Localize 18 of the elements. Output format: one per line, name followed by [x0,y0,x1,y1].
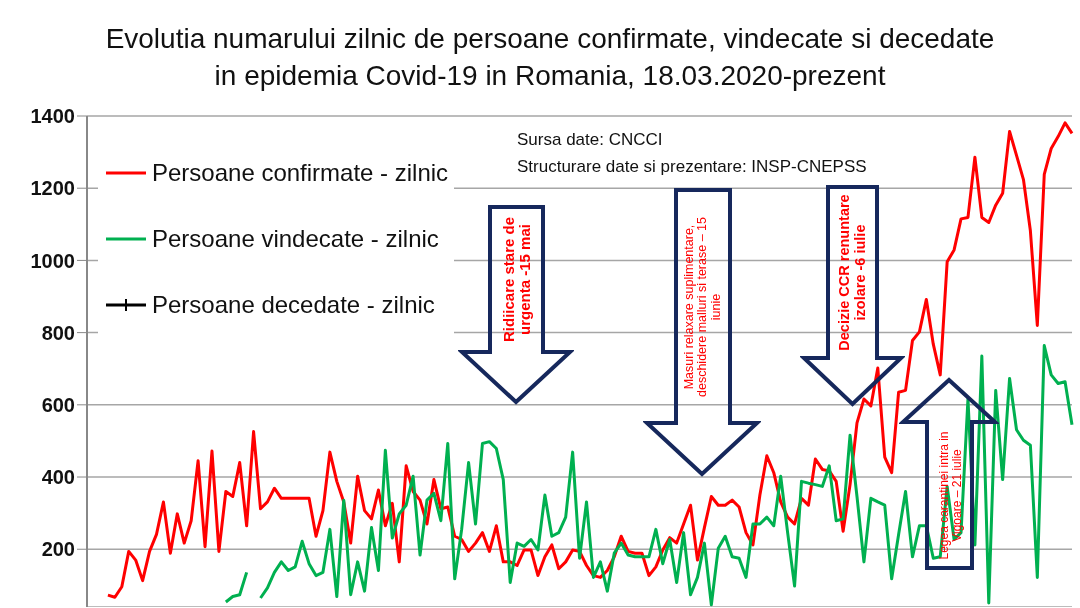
annotation: Sursa date: CNCCI [515,130,665,150]
legend-label: Persoane decedate - zilnic [152,291,435,319]
y-tick-label: 1000 [30,249,75,272]
y-tick-label: 600 [41,393,75,416]
y-tick-label: 1400 [30,105,75,128]
y-tick-label: 200 [41,538,75,561]
chart-title: Evolutia numarului zilnic de persoane confirmate, vindecate si decedate in epidemia Covid-19 in Romania, 18.03.2020-prezent [104,22,996,93]
annotation: Structurare date si prezentare: INSP-CNEPSS [515,157,869,177]
annotation: Decizie CCR renuntare izolare -6 iulie [835,193,869,353]
annotation: Masuri relaxare suplimentare, deschidere malluri si terase – 15 iunie [681,215,724,399]
legend-label: Persoane confirmate - zilnic [152,159,449,187]
line-series [106,121,1074,599]
annotation: Legea carantinei intra in Vigoare – 21 iulie [934,429,964,562]
y-tick-label: 1200 [30,177,75,200]
y-tick-label: 800 [41,321,75,344]
annotation: Ridiicare stare de urgenta -15 mai [498,215,534,345]
y-tick-label: 400 [41,466,75,489]
legend-label: Persoane vindecate - zilnic [152,225,439,253]
